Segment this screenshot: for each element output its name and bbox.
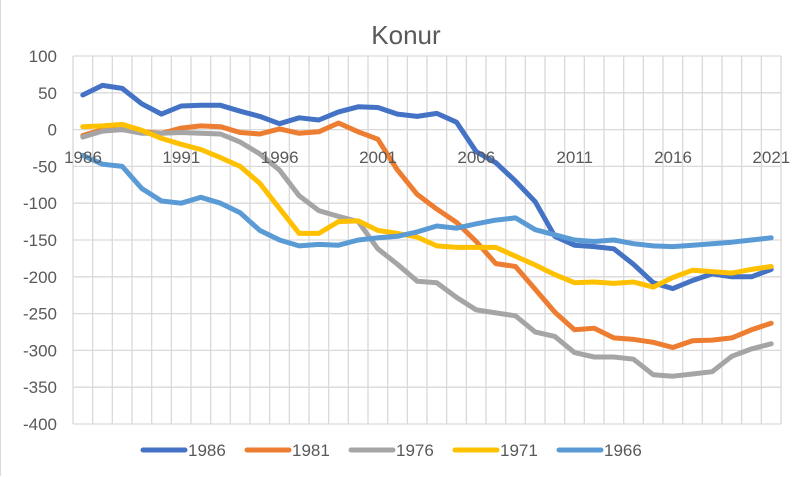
series-line-1976 <box>80 127 774 379</box>
y-tick-label: -300 <box>23 341 57 360</box>
legend-label: 1971 <box>500 441 538 460</box>
y-tick-label: -350 <box>23 378 57 397</box>
x-axis-ticks: 1986 1991 1996 2001 2006 2011 2016 2021 <box>64 148 790 167</box>
y-tick-label: -400 <box>23 415 57 434</box>
series-line-1966 <box>80 152 774 250</box>
legend-label: 1981 <box>292 441 330 460</box>
chart-title: Konur <box>371 20 441 50</box>
legend-label: 1976 <box>396 441 434 460</box>
series-line-1971 <box>80 121 774 290</box>
legend-item-1986: 1986 <box>140 441 226 460</box>
y-tick-label: -100 <box>23 194 57 213</box>
x-tick-label: 1986 <box>64 148 102 167</box>
x-tick-label: 2006 <box>457 148 495 167</box>
legend-item-1981: 1981 <box>244 441 330 460</box>
x-tick-label: 2021 <box>752 148 790 167</box>
series-line-1981 <box>80 120 774 350</box>
x-tick-label: 1996 <box>261 148 299 167</box>
legend-item-1971: 1971 <box>452 441 538 460</box>
legend: 1986 1981 1976 1971 1966 <box>140 441 642 460</box>
y-tick-label: -50 <box>32 157 57 176</box>
series-lines <box>80 82 774 379</box>
legend-label: 1986 <box>188 441 226 460</box>
y-tick-label: 100 <box>29 47 57 66</box>
y-tick-label: -200 <box>23 268 57 287</box>
x-tick-label: 2011 <box>556 148 593 167</box>
legend-item-1976: 1976 <box>348 441 434 460</box>
legend-label: 1966 <box>604 441 642 460</box>
y-tick-label: -250 <box>23 305 57 324</box>
x-tick-label: 2016 <box>654 148 692 167</box>
legend-item-1966: 1966 <box>556 441 642 460</box>
y-tick-label: -150 <box>23 231 57 250</box>
x-tick-label: 1991 <box>162 148 200 167</box>
x-tick-label: 2001 <box>359 148 397 167</box>
y-axis-ticks: 100 50 0 -50 -100 -150 -200 -250 -300 -350 -400 <box>23 47 57 434</box>
y-tick-label: 50 <box>38 84 57 103</box>
y-tick-label: 0 <box>48 121 57 140</box>
